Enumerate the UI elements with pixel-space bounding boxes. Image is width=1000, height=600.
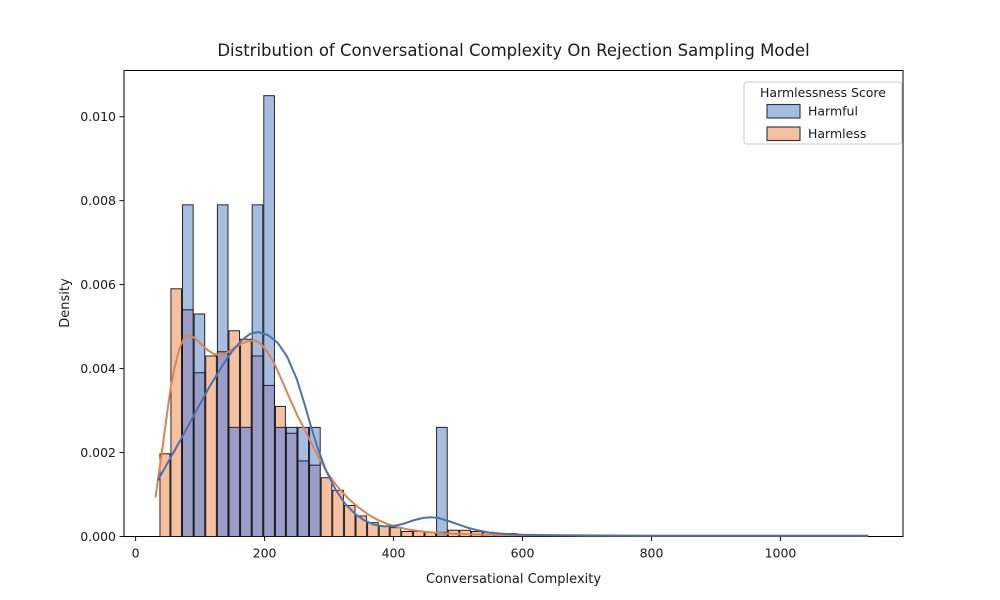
bar-harmless <box>159 453 171 537</box>
y-tick-label: 0.010 <box>80 109 116 124</box>
legend-swatch-harmless <box>766 126 801 142</box>
x-tick-label: 400 <box>382 546 406 561</box>
bar-harmless <box>343 504 356 537</box>
bar-overlap <box>263 384 275 537</box>
bar-overlap <box>251 355 264 537</box>
bar-overlap <box>193 372 206 537</box>
legend-label-harmless: Harmless <box>808 126 866 141</box>
kde-harmful-line <box>157 331 869 537</box>
bar-harmless <box>378 525 390 537</box>
bar-overlap <box>240 426 252 537</box>
x-axis-label: Conversational Complexity <box>426 572 601 587</box>
x-tick-label: 800 <box>640 546 664 561</box>
y-tick-label: 0.004 <box>80 361 116 376</box>
y-axis-label: Density <box>58 278 73 328</box>
y-tick-label: 0.008 <box>80 193 116 208</box>
bar-overlap <box>309 464 321 537</box>
bar-harmless <box>332 489 344 537</box>
legend-title: Harmlessness Score <box>760 85 886 100</box>
bar-harmless <box>320 477 333 537</box>
legend: Harmlessness Score Harmful Harmless <box>743 81 903 145</box>
bar-harmless <box>367 522 379 537</box>
bar-overlap <box>182 309 194 537</box>
bar-harmless <box>205 355 217 537</box>
x-tick-label: 200 <box>253 546 277 561</box>
histogram-bars <box>159 95 517 537</box>
bar-overlap <box>216 351 229 537</box>
bar-harmless <box>170 288 182 537</box>
bar-harmless <box>389 527 402 537</box>
bar-overlap <box>297 460 310 537</box>
y-tick-label: 0.006 <box>80 277 116 292</box>
bar-harmless <box>355 515 368 537</box>
legend-label-harmful: Harmful <box>808 104 858 119</box>
bar-overlap <box>228 426 241 537</box>
y-tick-label: 0.000 <box>80 529 116 544</box>
axis-ticks: 0 200 400 600 800 1000 0.000 0.002 0.004 0.006 0.0… <box>80 109 796 561</box>
bar-overlap <box>285 432 298 537</box>
legend-swatch-harmful <box>766 103 801 119</box>
x-tick-label: 600 <box>511 546 535 561</box>
x-tick-label: 0 <box>132 546 140 561</box>
y-tick-label: 0.002 <box>80 445 116 460</box>
chart-title: Distribution of Conversational Complexit… <box>217 41 809 60</box>
bar-overlap <box>274 426 286 537</box>
x-tick-label: 1000 <box>765 546 797 561</box>
kde-harmless-line <box>154 334 869 537</box>
bar-harmless <box>401 531 413 537</box>
